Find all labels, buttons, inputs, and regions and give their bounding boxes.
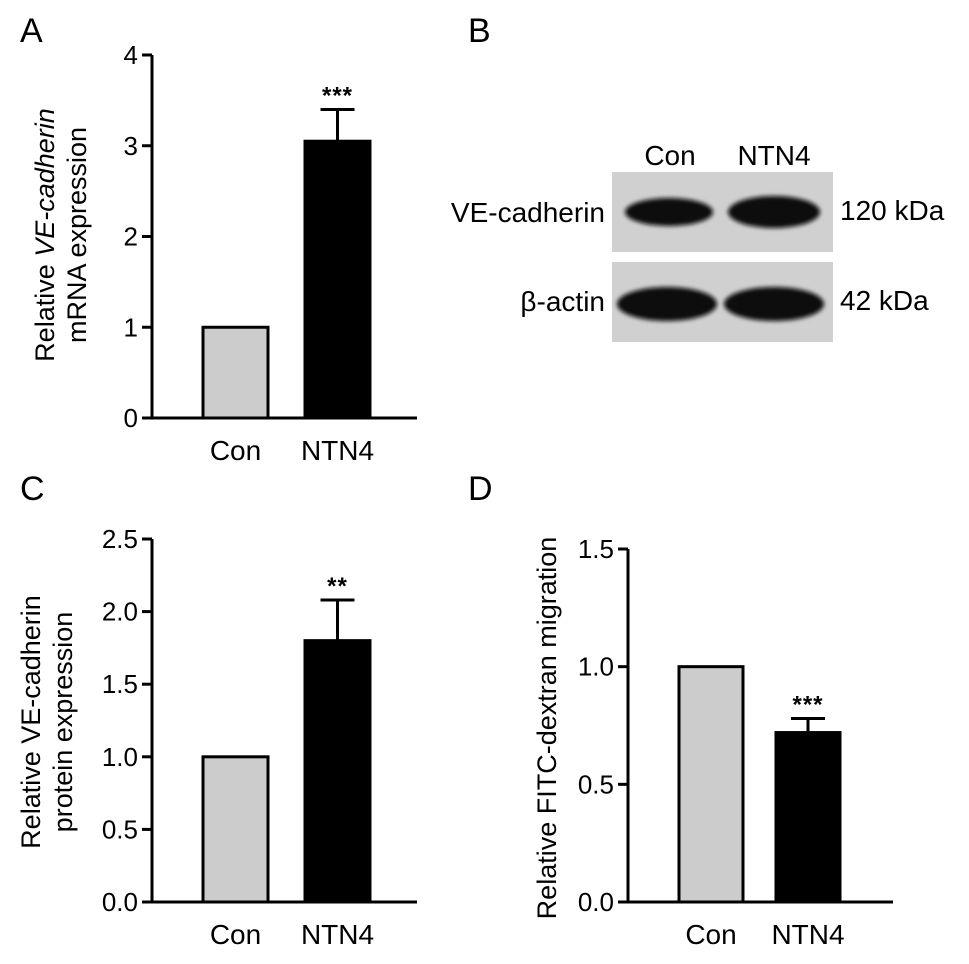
- chart-panel-d: 0.0 0.5 1.0 1.5 Con *** NTN4: [578, 534, 893, 950]
- blot-band-beta-actin-con: [617, 287, 717, 321]
- panel-c-x-label-con: Con: [210, 919, 261, 950]
- panel-c-y-tick-label: 2.0: [102, 597, 138, 627]
- chart-panel-a: 0 1 2 3 4 Con *** NTN4: [124, 40, 417, 466]
- panel-a-y-tick-label: 1: [124, 312, 138, 342]
- chart-panel-c: 0.0 0.5 1.0 1.5 2.0 2.5 Con ** NTN4: [102, 524, 417, 950]
- blot-band-ve-cadherin-ntn4: [728, 196, 820, 228]
- panel-d-bar-ntn4: [774, 731, 842, 904]
- blot-row-label-ve-cadherin: VE-cadherin: [451, 197, 605, 228]
- panel-a-y-tick-label: 2: [124, 222, 138, 252]
- panel-a-significance-ntn4: ***: [322, 82, 353, 109]
- panel-a-ylabel-line2: mRNA expression: [62, 127, 92, 343]
- blot-size-42kda: 42 kDa: [840, 285, 929, 316]
- panel-d-y-tick-label: 0.5: [578, 769, 614, 799]
- panel-letter-d: D: [468, 470, 493, 508]
- panel-c-y-tick-label: 1.0: [102, 742, 138, 772]
- blot-band-beta-actin-ntn4: [724, 287, 824, 321]
- panel-d-x-label-ntn4: NTN4: [771, 919, 844, 950]
- panel-c-y-tick-label: 0.5: [102, 814, 138, 844]
- panel-c-y-tick-label: 0.0: [102, 887, 138, 917]
- panel-c-x-label-ntn4: NTN4: [301, 919, 374, 950]
- panel-d-y-tick-label: 0.0: [578, 887, 614, 917]
- panel-c-bar-con: [201, 755, 270, 904]
- western-blot: Con NTN4 VE-cadherin β-actin 120 kDa 42 …: [451, 140, 945, 342]
- panel-a-y-tick-label: 4: [124, 40, 138, 70]
- blot-size-120kda: 120 kDa: [840, 195, 945, 226]
- panel-letter-a: A: [20, 12, 43, 50]
- panel-c-significance-ntn4: **: [327, 573, 348, 600]
- blot-band-ve-cadherin-con: [625, 198, 713, 226]
- panel-d-x-label-con: Con: [685, 919, 736, 950]
- panel-c-ylabel-line1: Relative VE-cadherin: [16, 595, 46, 849]
- panel-c-ylabel-line2: protein expression: [48, 612, 78, 833]
- blot-lane-ntn4: NTN4: [737, 140, 810, 171]
- panel-d-significance-ntn4: ***: [792, 691, 823, 718]
- panel-a-bar-ntn4: [303, 139, 372, 420]
- panel-c-bar-ntn4: [303, 639, 372, 904]
- panel-d-ylabel: Relative FITC-dextran migration: [532, 537, 562, 920]
- blot-row-label-beta-actin: β-actin: [520, 286, 605, 317]
- panel-a-y-tick-label: 3: [124, 131, 138, 161]
- panel-letter-c: C: [20, 470, 45, 508]
- panel-d-bar-con: [677, 665, 745, 904]
- panel-a-ylabel-line1: Relative VE-cadherin: [30, 108, 60, 362]
- blot-lane-con: Con: [644, 140, 695, 171]
- panel-c-y-tick-label: 2.5: [102, 524, 138, 554]
- panel-a-bar-con: [201, 325, 270, 420]
- panel-c-y-tick-label: 1.5: [102, 669, 138, 699]
- panel-a-x-label-con: Con: [210, 435, 261, 466]
- panel-a-y-tick-label: 0: [124, 403, 138, 433]
- panel-d-y-tick-label: 1.0: [578, 652, 614, 682]
- panel-a-x-label-ntn4: NTN4: [301, 435, 374, 466]
- panel-d-y-tick-label: 1.5: [578, 534, 614, 564]
- panel-letter-b: B: [468, 12, 491, 50]
